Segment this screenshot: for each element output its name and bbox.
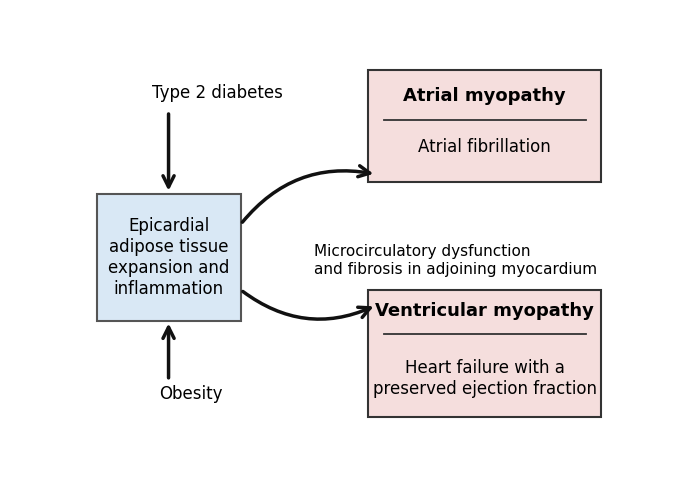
- FancyBboxPatch shape: [97, 194, 240, 320]
- Text: Atrial myopathy: Atrial myopathy: [403, 87, 566, 105]
- Text: Microcirculatory dysfunction
and fibrosis in adjoining myocardium: Microcirculatory dysfunction and fibrosi…: [314, 245, 597, 277]
- Text: Atrial fibrillation: Atrial fibrillation: [419, 138, 551, 156]
- Text: Epicardial
adipose tissue
expansion and
inflammation: Epicardial adipose tissue expansion and …: [108, 217, 229, 297]
- FancyBboxPatch shape: [369, 71, 601, 182]
- Text: Obesity: Obesity: [159, 385, 223, 403]
- Text: Type 2 diabetes: Type 2 diabetes: [151, 84, 282, 102]
- Text: Heart failure with a
preserved ejection fraction: Heart failure with a preserved ejection …: [373, 359, 597, 398]
- FancyBboxPatch shape: [369, 290, 601, 417]
- Text: Ventricular myopathy: Ventricular myopathy: [375, 302, 594, 320]
